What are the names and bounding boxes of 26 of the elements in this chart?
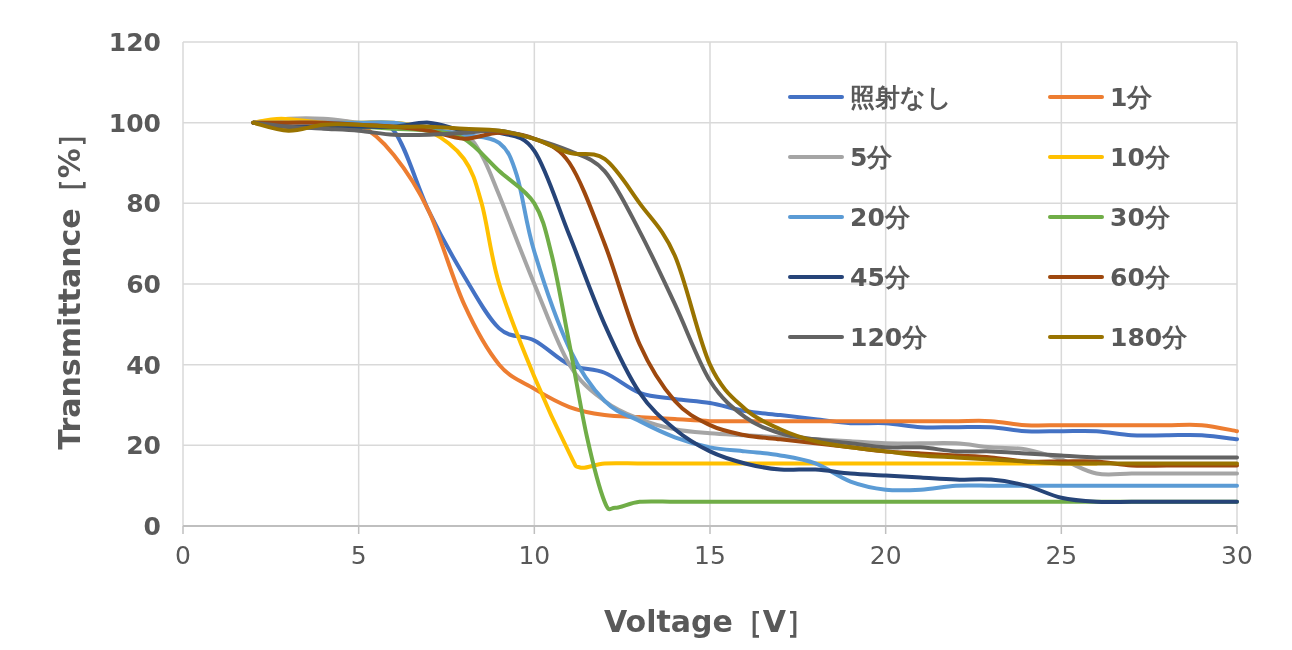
y-tick-label: 20: [126, 431, 161, 461]
x-tick-label: 20: [869, 541, 902, 570]
x-tick-label: 10: [518, 541, 551, 570]
y-tick-label: 0: [143, 512, 161, 541]
x-tick-label: 5: [350, 541, 367, 570]
x-tick-label: 0: [175, 541, 191, 570]
legend-label: 30分: [1110, 203, 1171, 232]
y-tick-label: 60: [126, 270, 161, 299]
legend-label: 180分: [1110, 323, 1189, 352]
y-tick-label: 120: [108, 28, 161, 57]
x-tick-label: 30: [1221, 541, 1253, 570]
x-tick-label: 25: [1045, 541, 1078, 570]
y-tick-label: 100: [108, 108, 161, 138]
y-axis-title: Transmittance［%］: [52, 118, 87, 450]
x-axis-title: Voltage［V］: [603, 604, 817, 639]
legend-label: 60分: [1110, 263, 1171, 292]
legend-label: 10分: [1110, 143, 1171, 172]
x-tick-label: 15: [694, 541, 726, 570]
y-tick-label: 80: [126, 189, 161, 219]
legend-label: 45分: [850, 263, 911, 292]
y-tick-label: 40: [126, 350, 161, 380]
legend-label: 5分: [850, 143, 894, 172]
legend-label: 120分: [850, 323, 929, 352]
legend-label: 1分: [1110, 83, 1154, 112]
legend-label: 20分: [850, 203, 911, 232]
legend-label: 照射なし: [850, 83, 952, 112]
